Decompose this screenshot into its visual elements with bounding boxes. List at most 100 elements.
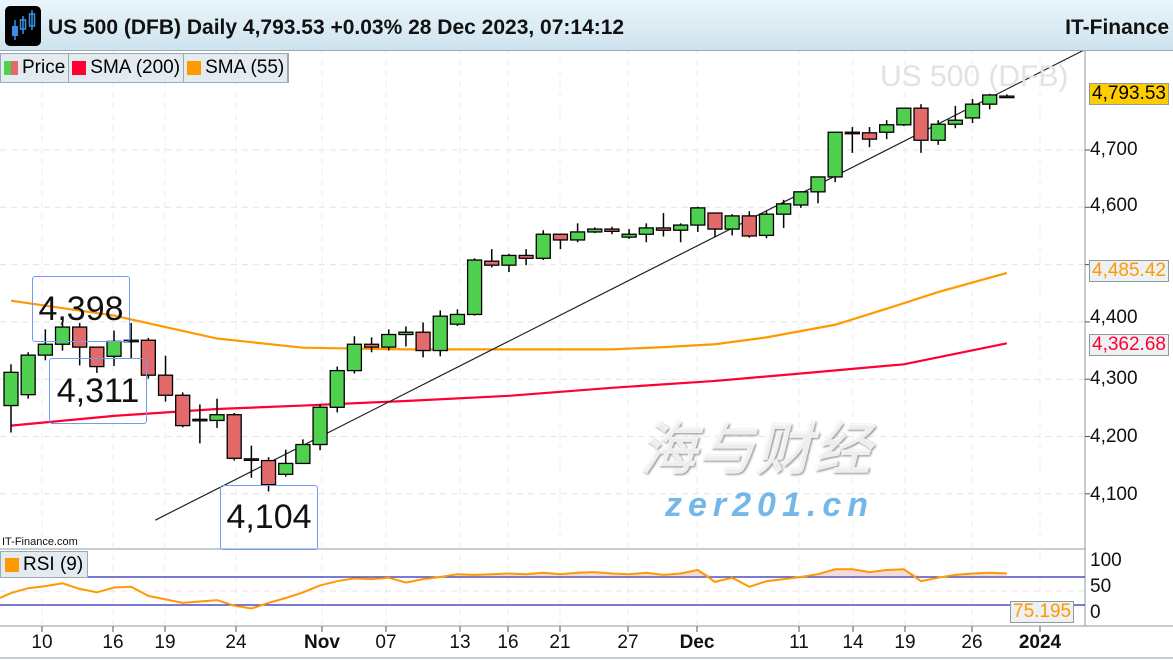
candle-up: [381, 333, 397, 348]
candle-up: [776, 203, 792, 215]
rsi-label: RSI (9): [23, 553, 84, 575]
x-tick-label: 10: [31, 632, 53, 653]
candle-down: [157, 374, 174, 396]
x-tick-label: 11: [789, 632, 809, 653]
candle-up: [123, 339, 139, 343]
price-swatch: [4, 61, 18, 75]
candle-up: [37, 343, 53, 356]
candle-up: [329, 369, 345, 408]
candle-up: [758, 213, 775, 237]
candle-up: [54, 326, 71, 345]
candle-up: [192, 418, 208, 422]
legend-item-sma55[interactable]: SMA (55): [184, 54, 289, 82]
sma200-value-tag: 4,362.68: [1089, 334, 1169, 356]
price-tick: 4,100: [1090, 484, 1138, 505]
sma55-value-tag: 4,485.42: [1089, 260, 1169, 282]
candle-up: [879, 124, 895, 133]
legend-label: SMA (200): [90, 57, 181, 78]
x-tick-label: 07: [375, 632, 397, 653]
candle-up: [501, 254, 517, 266]
candle-up: [896, 107, 912, 126]
candle-up: [312, 406, 328, 446]
x-tick-label: 14: [842, 632, 864, 653]
brand-name: IT-Finance: [1065, 16, 1169, 39]
legend-label: SMA (55): [205, 57, 285, 78]
candle-down: [175, 394, 191, 427]
site-watermark-url: zer201.cn: [665, 486, 874, 524]
candle-up: [793, 191, 809, 206]
candle-up: [827, 131, 843, 178]
x-tick-label: 16: [102, 632, 124, 653]
rsi-overbought-fill: [11, 569, 1007, 577]
candle-up: [724, 215, 740, 230]
last-price-tag: 4,793.53: [1089, 83, 1169, 105]
candle-up: [295, 443, 311, 465]
price-tick: 4,200: [1090, 426, 1138, 447]
x-tick-label: 16: [497, 632, 519, 653]
candlestick-chart-icon: [5, 6, 41, 46]
candle-down: [243, 458, 260, 461]
source-note: IT-Finance.com: [2, 536, 78, 548]
candle-down: [140, 339, 157, 376]
candle-down: [363, 343, 380, 348]
candle-up: [964, 103, 981, 119]
candle-up: [982, 94, 998, 105]
price-tick: 4,300: [1090, 368, 1138, 389]
candle-down: [552, 233, 569, 241]
candle-down: [415, 331, 431, 352]
candle-up: [947, 119, 963, 125]
candle-down: [72, 326, 88, 348]
sma200-swatch: [72, 61, 87, 75]
annotation-bottom: 4,104: [220, 485, 318, 550]
rsi-legend[interactable]: RSI (9): [0, 551, 89, 578]
trendline: [154, 48, 1087, 521]
price-tick: 4,400: [1090, 307, 1138, 328]
chart-header: US 500 (DFB) Daily 4,793.53 +0.03% 28 De…: [0, 0, 1173, 51]
candle-up: [209, 414, 225, 422]
legend-label: Price: [22, 57, 66, 78]
x-tick-label: 13: [449, 632, 471, 653]
x-tick-label: 19: [894, 632, 916, 653]
rsi-swatch: [5, 557, 19, 572]
chart-legend: Price SMA (200) SMA (55): [0, 53, 290, 83]
candle-down: [89, 346, 105, 368]
candle-up: [587, 228, 603, 233]
candle-up: [3, 371, 19, 407]
instrument-watermark: US 500 (DFB): [880, 60, 1069, 93]
candle-down: [999, 95, 1015, 99]
x-tick-label: 24: [225, 632, 247, 653]
annotation-high: 4,398: [32, 276, 130, 342]
candle-down: [260, 459, 277, 486]
candle-down: [707, 212, 723, 230]
legend-item-sma200[interactable]: SMA (200): [69, 54, 185, 82]
candle-up: [569, 231, 586, 241]
candle-up: [638, 227, 654, 235]
x-tick-label: 26: [961, 632, 983, 653]
x-tick-label: 2024: [1018, 632, 1062, 653]
x-tick-label: 27: [617, 632, 639, 653]
sma55-line: [10, 271, 1008, 351]
candle-up: [278, 462, 294, 475]
sma55-swatch: [187, 61, 202, 75]
rsi-tick: 50: [1090, 576, 1112, 597]
candle-up: [690, 207, 706, 226]
candle-up: [466, 259, 483, 316]
candle-down: [484, 260, 500, 266]
candle-up: [398, 331, 414, 336]
x-tick-label: Dec: [679, 632, 715, 653]
candle-down: [741, 215, 757, 237]
candle-down: [913, 107, 929, 141]
x-tick-label: 21: [549, 632, 571, 653]
candle-down: [655, 227, 672, 231]
annotation-low: 4,311: [49, 358, 147, 424]
candle-down: [604, 228, 620, 233]
chart-title: US 500 (DFB) Daily 4,793.53 +0.03% 28 De…: [48, 16, 625, 39]
rsi-value-tag: 75.195: [1010, 601, 1075, 623]
candle-down: [861, 132, 878, 140]
candle-up: [621, 233, 637, 238]
legend-item-price[interactable]: Price: [1, 54, 70, 82]
candle-up: [432, 315, 448, 352]
candle-up: [449, 313, 466, 325]
rsi-tick: 100: [1090, 550, 1122, 571]
